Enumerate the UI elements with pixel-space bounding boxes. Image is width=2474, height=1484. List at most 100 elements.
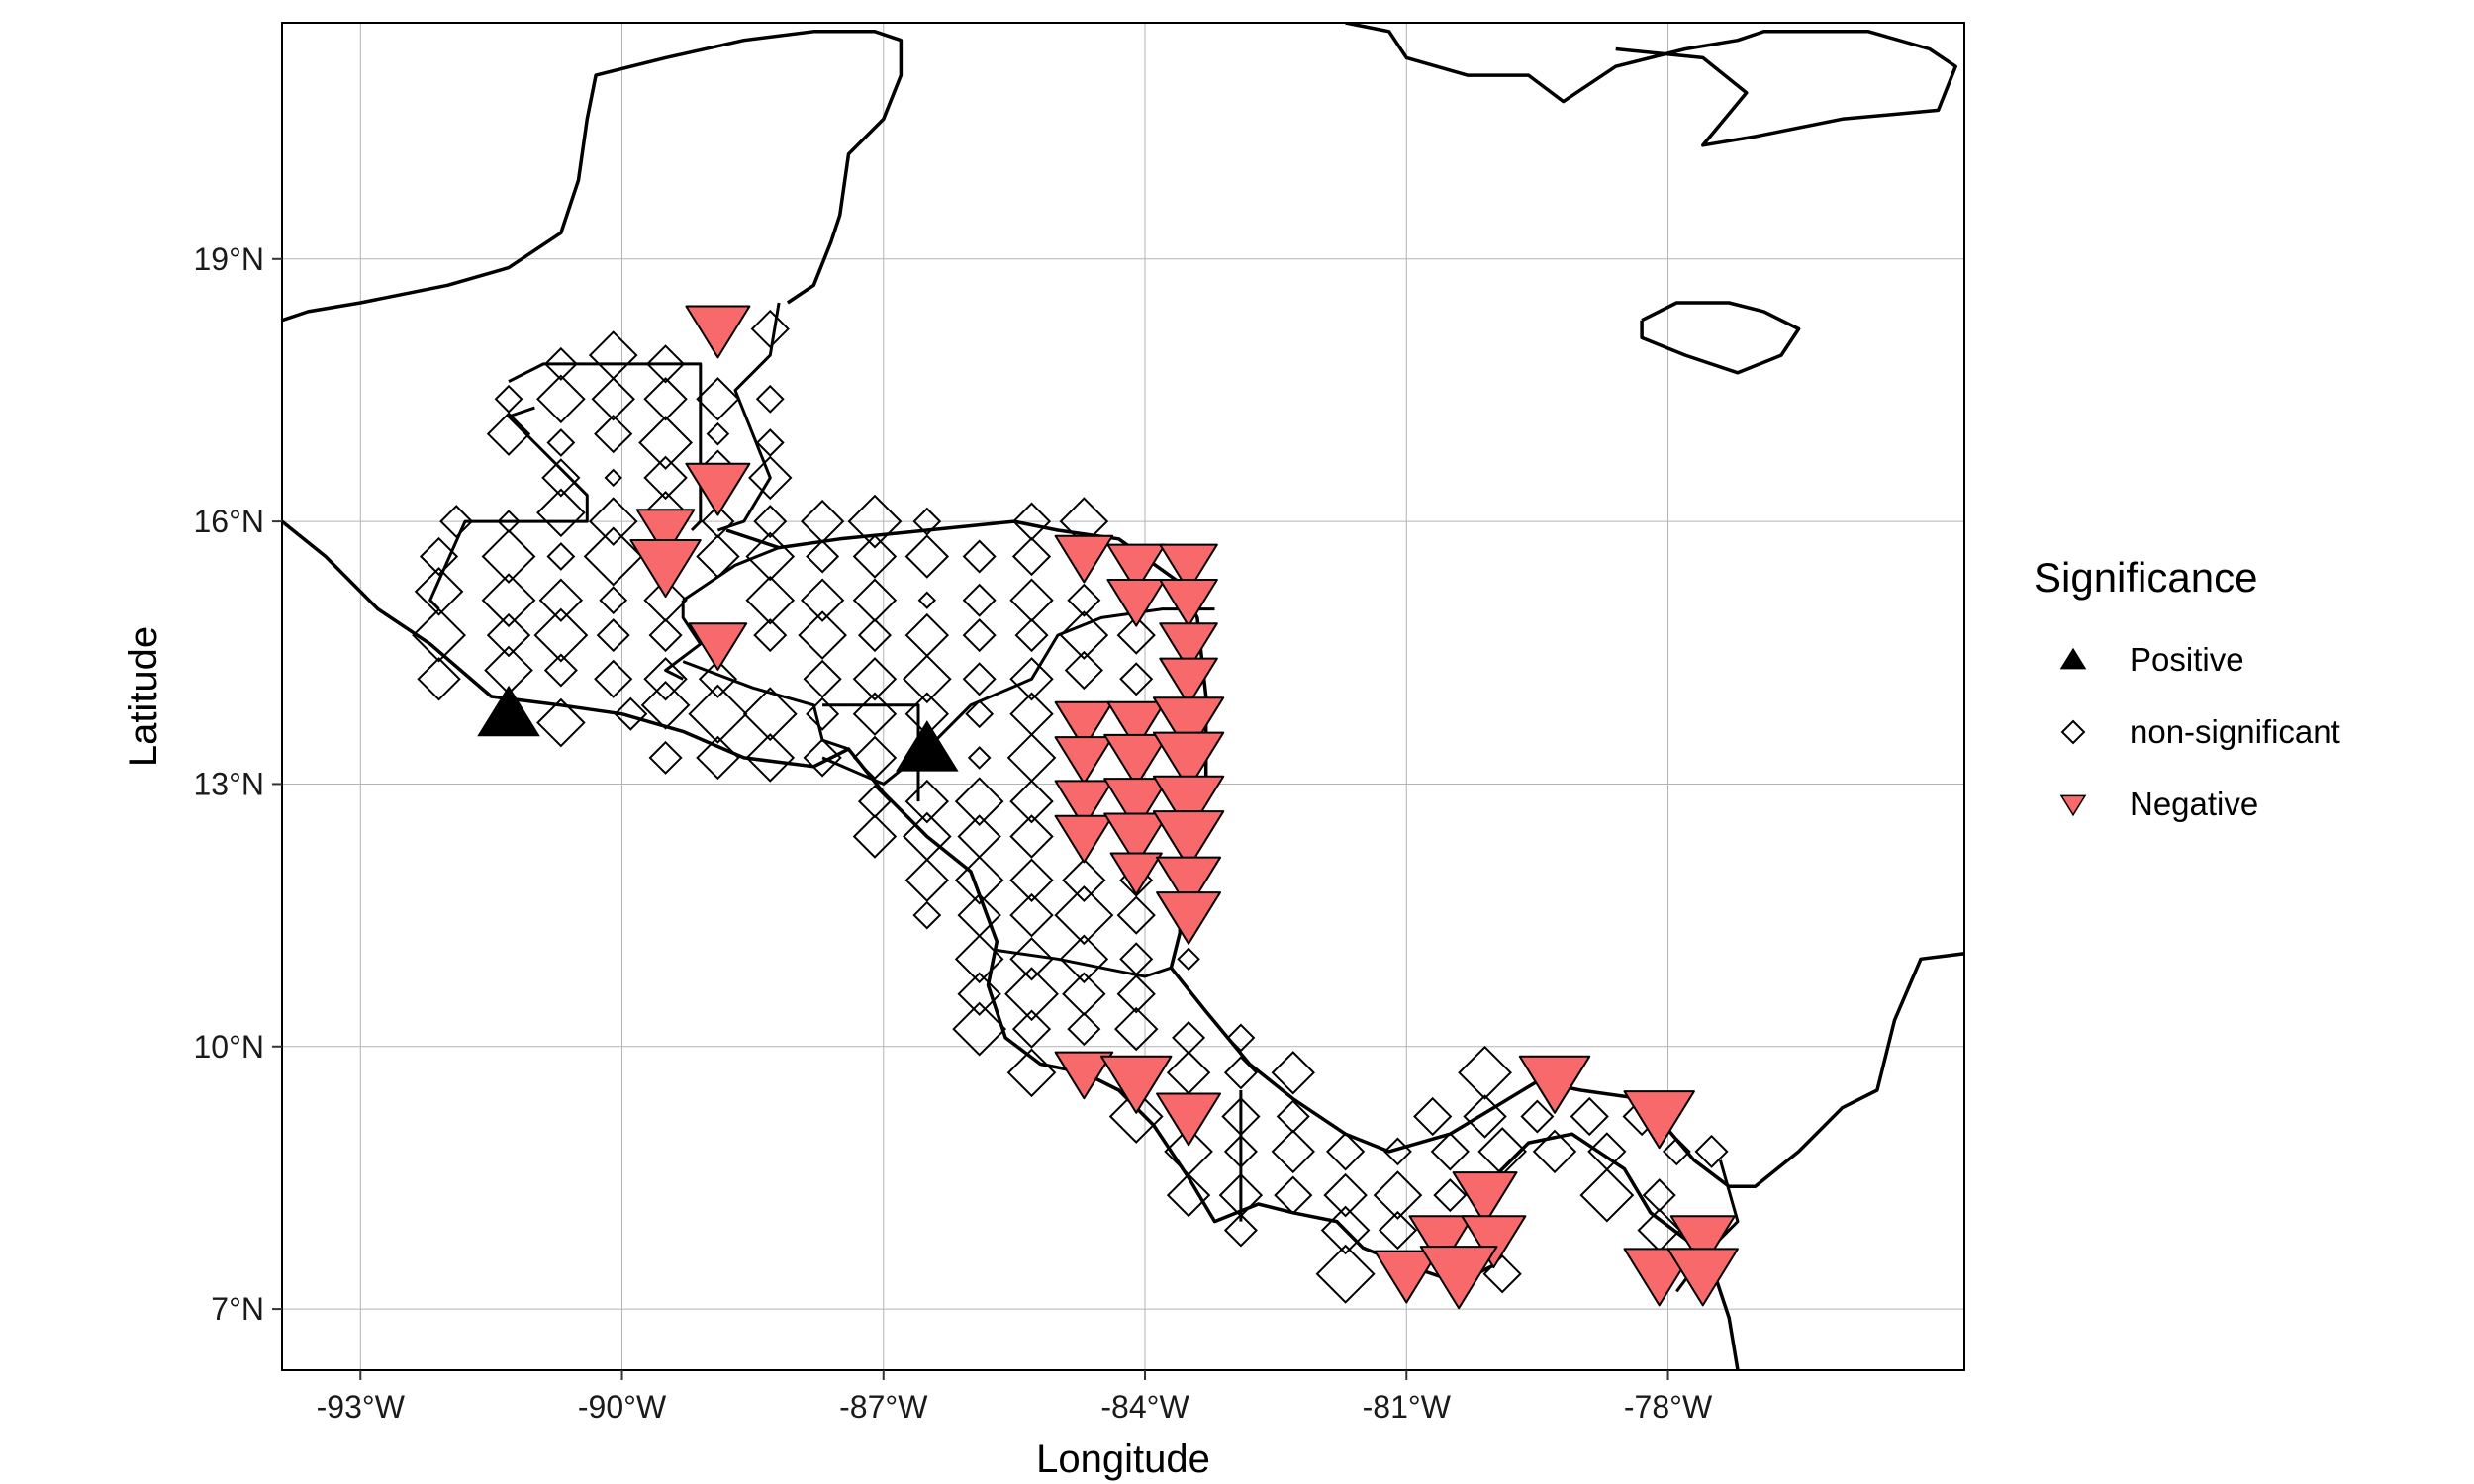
point-negative bbox=[1666, 1248, 1739, 1307]
point-nonsignificant bbox=[1119, 662, 1154, 696]
point-negative bbox=[1374, 1250, 1440, 1304]
point-nonsignificant bbox=[419, 536, 459, 577]
point-negative bbox=[1106, 700, 1167, 750]
legend-label-nonsignificant: non-significant bbox=[2130, 713, 2340, 750]
point-nonsignificant bbox=[798, 610, 847, 660]
legend-key-negative bbox=[2059, 794, 2087, 817]
y-axis-ticks: 7°N 10°N 13°N 16°N 19°N bbox=[194, 241, 282, 1327]
point-nonsignificant bbox=[1059, 610, 1109, 660]
point-negative bbox=[1159, 578, 1218, 627]
point-negative bbox=[1152, 696, 1225, 756]
point-nonsignificant bbox=[745, 531, 796, 582]
point-negative bbox=[1100, 1055, 1173, 1114]
point-nonsignificant bbox=[541, 458, 581, 498]
point-nonsignificant bbox=[696, 735, 740, 781]
point-nonsignificant bbox=[546, 542, 576, 571]
point-negative bbox=[635, 509, 696, 557]
y-tick-label: 7°N bbox=[211, 1291, 264, 1327]
point-nonsignificant bbox=[1009, 779, 1054, 824]
point-negative bbox=[1152, 810, 1225, 870]
point-nonsignificant bbox=[1004, 967, 1059, 1022]
point-nonsignificant bbox=[1226, 1023, 1256, 1053]
country-border bbox=[508, 362, 703, 532]
point-nonsignificant bbox=[1579, 1167, 1635, 1223]
point-nonsignificant bbox=[917, 591, 937, 609]
point-negative bbox=[1054, 814, 1114, 864]
point-nonsignificant bbox=[536, 374, 586, 424]
point-nonsignificant bbox=[1014, 618, 1049, 653]
point-nonsignificant bbox=[1463, 1094, 1507, 1139]
point-nonsignificant bbox=[1532, 1129, 1577, 1174]
panel-background bbox=[282, 23, 1964, 1370]
point-negative bbox=[1159, 657, 1218, 706]
y-tick-label: 13°N bbox=[194, 766, 265, 801]
x-tick-label: -78°W bbox=[1624, 1389, 1713, 1425]
point-nonsignificant bbox=[648, 618, 683, 653]
point-nonsignificant bbox=[902, 654, 952, 704]
point-nonsignificant bbox=[688, 684, 748, 744]
point-nonsignificant bbox=[1011, 1009, 1052, 1049]
point-nonsignificant bbox=[967, 746, 992, 770]
point-nonsignificant bbox=[643, 377, 688, 421]
point-nonsignificant bbox=[1383, 1137, 1412, 1166]
point-nonsignificant bbox=[1116, 974, 1156, 1014]
point-nonsignificant bbox=[1413, 1096, 1453, 1137]
point-nonsignificant bbox=[706, 421, 730, 446]
point-nonsignificant bbox=[1067, 1012, 1101, 1047]
point-nonsignificant bbox=[806, 539, 840, 574]
legend-key-positive bbox=[2059, 647, 2087, 670]
point-nonsignificant bbox=[1274, 1175, 1313, 1215]
country-border bbox=[997, 949, 1172, 978]
x-tick-label: -87°W bbox=[839, 1389, 928, 1425]
point-nonsignificant bbox=[1113, 1006, 1159, 1052]
x-axis-ticks: -93°W -90°W -87°W -84°W -81°W -78°W bbox=[317, 1370, 1713, 1425]
point-nonsignificant bbox=[1108, 1089, 1164, 1144]
point-positive bbox=[896, 720, 959, 772]
point-nonsignificant bbox=[599, 586, 628, 615]
point-nonsignificant bbox=[852, 657, 898, 701]
point-nonsignificant bbox=[852, 814, 898, 859]
legend-label-positive: Positive bbox=[2130, 641, 2244, 678]
point-nonsignificant bbox=[755, 384, 785, 414]
point-nonsignificant bbox=[543, 653, 578, 688]
point-nonsignificant bbox=[1430, 1132, 1470, 1171]
point-nonsignificant bbox=[750, 309, 790, 349]
point-nonsignificant bbox=[698, 659, 738, 698]
point-nonsignificant bbox=[538, 578, 584, 622]
point-nonsignificant bbox=[1378, 1210, 1418, 1251]
point-nonsignificant bbox=[604, 468, 622, 488]
point-nonsignificant bbox=[594, 659, 633, 698]
x-axis-title: Longitude bbox=[1036, 1438, 1210, 1481]
point-nonsignificant bbox=[533, 607, 589, 663]
point-nonsignificant bbox=[536, 697, 586, 748]
point-nonsignificant bbox=[1662, 1137, 1691, 1166]
x-tick-label: -84°W bbox=[1100, 1389, 1189, 1425]
point-negative bbox=[1156, 891, 1222, 945]
point-nonsignificant bbox=[1271, 1129, 1315, 1174]
point-nonsignificant bbox=[847, 494, 903, 549]
point-negative bbox=[1669, 1215, 1736, 1269]
point-nonsignificant bbox=[1570, 1096, 1609, 1137]
point-negative bbox=[1054, 736, 1114, 785]
point-negative bbox=[1159, 543, 1218, 593]
point-nonsignificant bbox=[638, 416, 693, 470]
point-nonsignificant bbox=[954, 855, 1004, 905]
point-nonsignificant bbox=[439, 505, 474, 539]
point-nonsignificant bbox=[954, 934, 1004, 984]
point-nonsignificant bbox=[904, 534, 950, 579]
point-nonsignificant bbox=[800, 578, 845, 622]
point-nonsignificant bbox=[962, 662, 997, 696]
point-nonsignificant bbox=[962, 583, 997, 617]
point-negative bbox=[685, 305, 751, 359]
legend-label-negative: Negative bbox=[2130, 786, 2258, 822]
point-nonsignificant bbox=[1116, 615, 1156, 655]
point-negative bbox=[1518, 1055, 1591, 1114]
point-nonsignificant bbox=[1323, 1172, 1368, 1218]
point-nonsignificant bbox=[1458, 1045, 1512, 1100]
legend-key-nonsignificant bbox=[2060, 719, 2086, 745]
point-nonsignificant bbox=[1009, 814, 1054, 859]
country-border bbox=[682, 546, 780, 602]
point-nonsignificant bbox=[614, 696, 648, 731]
point-nonsignificant bbox=[596, 618, 630, 653]
legend: Significance Positive non-significant Ne… bbox=[2034, 554, 2340, 822]
